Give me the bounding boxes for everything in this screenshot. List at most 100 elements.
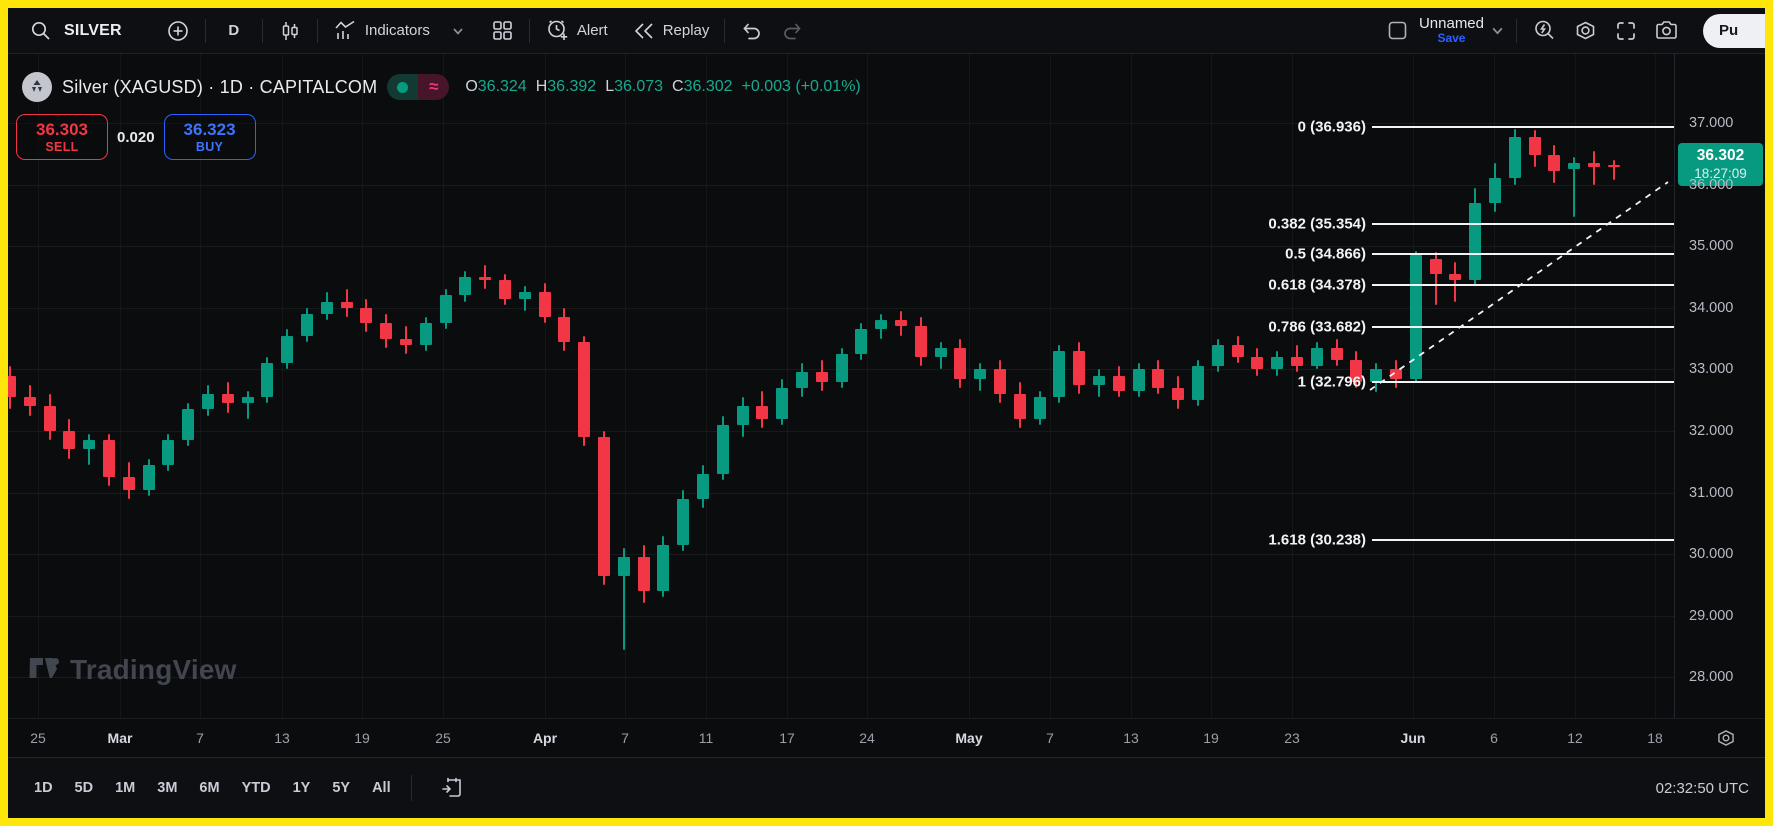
time-axis[interactable]: 25 Mar 7 13 19 25 Apr 7 11 17 24 May 7 13 19 23 Jun 6 12 18 bbox=[8, 718, 1765, 757]
range-button-1m[interactable]: 1M bbox=[105, 774, 145, 802]
v-gridline bbox=[1494, 54, 1495, 718]
candle bbox=[1231, 344, 1244, 358]
range-button-ytd[interactable]: YTD bbox=[232, 774, 281, 802]
settings-button[interactable] bbox=[1565, 14, 1606, 48]
price-tick-label: 35.000 bbox=[1689, 238, 1734, 255]
v-gridline bbox=[362, 54, 363, 718]
candle-wick bbox=[523, 286, 526, 311]
candle bbox=[122, 477, 135, 490]
axis-settings-icon[interactable] bbox=[1715, 727, 1737, 754]
candle bbox=[637, 557, 650, 592]
alert-button[interactable]: Alert bbox=[537, 14, 616, 48]
market-status-pill[interactable]: ≈ bbox=[387, 74, 450, 100]
quick-search-button[interactable] bbox=[1524, 14, 1565, 48]
fib-level-line[interactable] bbox=[1372, 326, 1674, 329]
candle bbox=[360, 307, 373, 324]
price-scale[interactable]: 36.302 18:27:09 37.000 36.000 35.000 34.000… bbox=[1674, 54, 1765, 718]
price-tick-label: 33.000 bbox=[1689, 361, 1734, 378]
toolbar-divider bbox=[528, 18, 530, 43]
range-button-1y[interactable]: 1Y bbox=[283, 774, 321, 802]
sell-button[interactable]: 36.303 SELL bbox=[16, 114, 108, 160]
candle bbox=[23, 397, 36, 407]
chart-pane[interactable]: 0 (36.936) 0.382 (35.354) 0.5 (34.866) 0.61… bbox=[8, 54, 1674, 718]
candle bbox=[1390, 369, 1402, 379]
goto-date-button[interactable] bbox=[432, 771, 472, 805]
v-gridline bbox=[625, 54, 626, 718]
change-value: +0.003 (+0.01%) bbox=[741, 78, 861, 95]
layout-name-block[interactable]: Unnamed Save bbox=[1419, 15, 1484, 46]
plus-circle-icon bbox=[166, 19, 190, 43]
chart-type-button[interactable] bbox=[270, 14, 310, 48]
candle bbox=[1548, 155, 1561, 172]
replay-button[interactable]: Replay bbox=[624, 14, 718, 48]
instrument-title[interactable]: Silver (XAGUSD) · 1D · CAPITALCOM bbox=[62, 76, 378, 97]
camera-icon bbox=[1654, 18, 1679, 43]
order-panel: 36.303 SELL 0.020 36.323 BUY bbox=[16, 114, 256, 160]
toolbar-divider bbox=[724, 18, 726, 43]
candle bbox=[1132, 369, 1145, 391]
candle bbox=[340, 301, 353, 308]
candle bbox=[776, 387, 789, 419]
layout-grid-button[interactable] bbox=[483, 14, 522, 48]
range-button-5d[interactable]: 5D bbox=[65, 774, 104, 802]
fib-level-line[interactable] bbox=[1372, 253, 1674, 256]
range-button-6m[interactable]: 6M bbox=[189, 774, 229, 802]
indicators-button[interactable]: Indicators bbox=[325, 14, 473, 48]
candle bbox=[934, 347, 947, 358]
fib-level-label: 1 (32.796) bbox=[1297, 373, 1366, 391]
publish-button[interactable]: Pu bbox=[1703, 13, 1765, 48]
fib-level-line[interactable] bbox=[1372, 125, 1674, 128]
market-open-dot-icon bbox=[387, 74, 419, 100]
buy-button[interactable]: 36.323 BUY bbox=[163, 114, 256, 160]
price-tick-label: 28.000 bbox=[1689, 669, 1734, 686]
range-button-all[interactable]: All bbox=[362, 774, 401, 802]
time-tick-label: Mar bbox=[107, 730, 133, 746]
save-layout-button[interactable] bbox=[1378, 14, 1417, 48]
v-gridline bbox=[1211, 54, 1212, 718]
toolbar-divider bbox=[410, 775, 412, 801]
fib-level-line[interactable] bbox=[1372, 380, 1674, 383]
redo-button[interactable] bbox=[772, 14, 812, 48]
screenshot-button[interactable] bbox=[1646, 14, 1687, 48]
range-button-3m[interactable]: 3M bbox=[147, 774, 187, 802]
undo-button[interactable] bbox=[732, 14, 772, 48]
h-gridline bbox=[8, 554, 1674, 556]
chevron-down-icon bbox=[451, 24, 465, 38]
lightning-search-icon bbox=[1532, 18, 1557, 43]
candle bbox=[1192, 366, 1204, 401]
range-button-5y[interactable]: 5Y bbox=[322, 774, 360, 802]
fib-level-line[interactable] bbox=[1372, 538, 1674, 541]
candle bbox=[1449, 273, 1462, 281]
candle bbox=[182, 409, 195, 441]
time-tick-label: 25 bbox=[435, 730, 451, 746]
time-tick-label: 19 bbox=[354, 730, 370, 746]
range-button-1d[interactable]: 1D bbox=[24, 774, 63, 802]
fullscreen-button[interactable] bbox=[1606, 14, 1646, 48]
fib-level-line[interactable] bbox=[1372, 283, 1674, 286]
bottom-toolbar: 1D 5D 1M 3M 6M YTD 1Y 5Y All 02:32:50 UTC bbox=[8, 757, 1765, 818]
bar-countdown: 18:27:09 bbox=[1694, 165, 1747, 181]
clock-timezone[interactable]: 02:32:50 UTC bbox=[1655, 779, 1749, 797]
h-gridline bbox=[8, 677, 1674, 679]
compare-add-symbol-button[interactable] bbox=[158, 14, 198, 48]
save-link[interactable]: Save bbox=[1437, 31, 1466, 46]
ohlc-readout: O36.324 H36.392 L36.073 C36.302 +0.003 (… bbox=[465, 78, 861, 95]
price-tick-label: 37.000 bbox=[1689, 115, 1734, 131]
symbol-name[interactable]: SILVER bbox=[64, 21, 122, 39]
candle bbox=[1429, 258, 1442, 274]
redo-icon bbox=[780, 19, 804, 43]
fib-level-line[interactable] bbox=[1372, 223, 1674, 226]
delayed-data-icon: ≈ bbox=[418, 74, 450, 100]
symbol-search-button[interactable] bbox=[22, 14, 60, 48]
candle bbox=[1588, 163, 1600, 168]
h-gridline bbox=[8, 492, 1674, 494]
price-tick-label: 30.000 bbox=[1689, 546, 1734, 563]
candle bbox=[1469, 203, 1482, 281]
layout-menu-chevron[interactable] bbox=[1486, 14, 1509, 48]
v-gridline bbox=[443, 54, 444, 718]
toolbar-divider bbox=[204, 18, 206, 43]
candle bbox=[815, 372, 828, 382]
interval-button[interactable]: D bbox=[213, 14, 255, 48]
candle bbox=[63, 431, 76, 450]
